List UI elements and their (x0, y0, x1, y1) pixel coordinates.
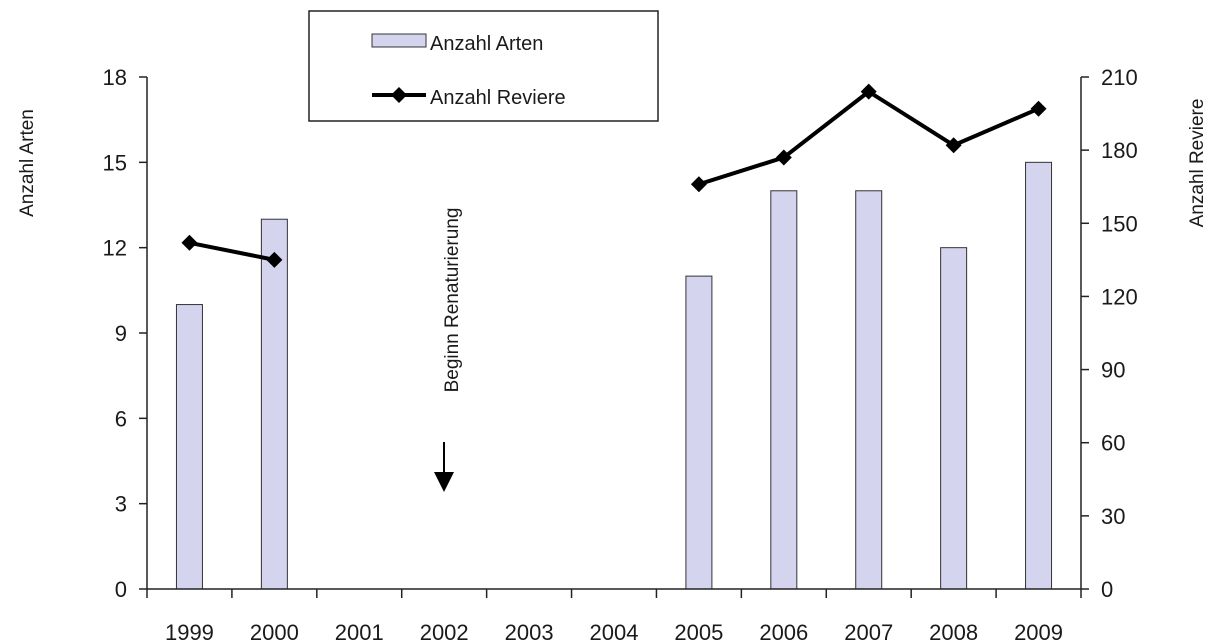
point-2009 (1030, 100, 1047, 117)
bar-2009 (1025, 161, 1053, 590)
right-tick-label-0: 0 (1101, 577, 1113, 602)
left-tick-label-9: 9 (115, 321, 127, 346)
left-tick-label-18: 18 (103, 65, 127, 90)
bar-2006 (770, 190, 798, 590)
x-tick-label-2005: 2005 (674, 620, 723, 643)
bar-2005 (685, 275, 713, 590)
annotation-text: Beginn Renaturierung (442, 208, 463, 393)
legend-swatch-bar (371, 33, 427, 48)
x-tick-label-2003: 2003 (505, 620, 554, 643)
series-line-segment-2 (698, 89, 1040, 187)
left-tick-label-12: 12 (103, 236, 127, 261)
bar-2007 (855, 190, 883, 590)
point-2000 (266, 251, 283, 268)
x-tick-label-2002: 2002 (420, 620, 469, 643)
x-tick-label-2009: 2009 (1014, 620, 1063, 643)
bar-1999 (175, 304, 203, 590)
left-tick-label-0: 0 (115, 577, 127, 602)
right-tick-label-120: 120 (1101, 284, 1138, 309)
left-axis-title: Anzahl Arten (17, 109, 38, 217)
left-tick-label-15: 15 (103, 150, 127, 175)
bars-layer (175, 161, 1053, 590)
point-1999 (181, 234, 198, 251)
point-2008 (945, 137, 962, 154)
legend-label-reviere: Anzahl Reviere (430, 87, 566, 109)
bar-2000 (260, 218, 288, 590)
left-tick-label-6: 6 (115, 406, 127, 431)
point-2005 (690, 176, 707, 193)
left-tick-label-3: 3 (115, 492, 127, 517)
right-axis-title: Anzahl Reviere (1187, 99, 1208, 228)
annotation: Beginn Renaturierung (434, 208, 463, 492)
legend-label-arten: Anzahl Arten (430, 33, 543, 55)
x-tick-label-2001: 2001 (335, 620, 384, 643)
right-tick-label-210: 210 (1101, 65, 1138, 90)
right-tick-label-150: 150 (1101, 211, 1138, 236)
x-tick-label-2008: 2008 (929, 620, 978, 643)
right-tick-label-90: 90 (1101, 358, 1125, 383)
legend: Anzahl Arten Anzahl Reviere (308, 10, 659, 122)
x-tick-label-2000: 2000 (250, 620, 299, 643)
annotation-arrow-head (434, 472, 454, 492)
x-tick-label-2006: 2006 (759, 620, 808, 643)
point-2007 (860, 83, 877, 100)
legend-box (308, 10, 659, 122)
right-tick-label-30: 30 (1101, 504, 1125, 529)
legend-swatch-marker (391, 87, 407, 103)
right-tick-label-60: 60 (1101, 431, 1125, 456)
right-tick-label-180: 180 (1101, 138, 1138, 163)
point-2006 (775, 149, 792, 166)
bar-2008 (940, 247, 968, 590)
x-tick-label-2004: 2004 (590, 620, 639, 643)
line-layer (181, 83, 1047, 268)
series-line-segment-1 (189, 240, 275, 262)
x-tick-label-1999: 1999 (165, 620, 214, 643)
x-tick-label-2007: 2007 (844, 620, 893, 643)
